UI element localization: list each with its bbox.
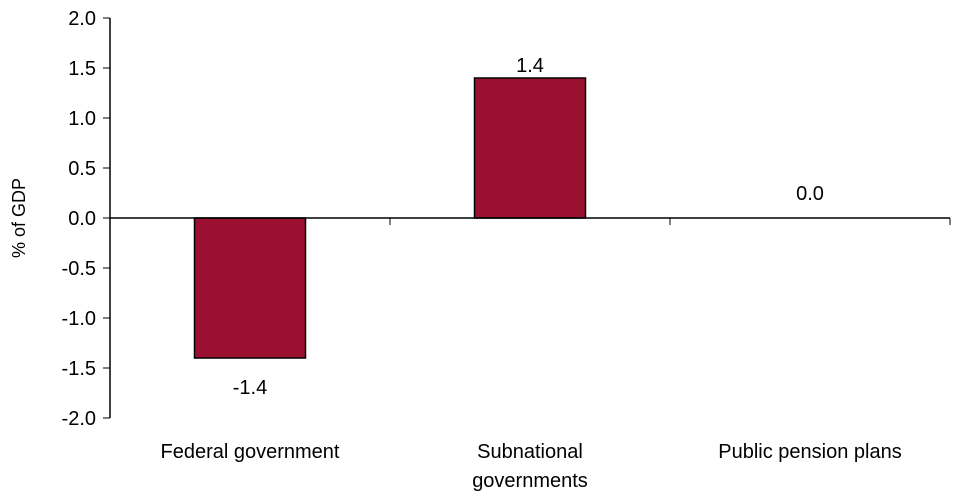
data-label: 1.4 (516, 55, 544, 77)
y-axis-title: % of GDP (9, 178, 29, 258)
y-tick-label: -0.5 (62, 258, 96, 280)
data-label: 0.0 (796, 183, 824, 205)
y-axis-ticks: 2.0 1.5 1.0 0.5 0.0 -0.5 -1.0 -1.5 -2.0 (62, 8, 110, 430)
data-label: -1.4 (233, 377, 267, 399)
x-category-label: Public pension plans (718, 441, 901, 463)
bars (193, 77, 587, 359)
y-tick-label: 1.5 (68, 58, 96, 80)
data-labels: -1.4 1.4 0.0 (233, 55, 824, 399)
bar (473, 77, 587, 219)
axes (109, 18, 951, 418)
y-tick-label: 0.0 (68, 208, 96, 230)
x-category-label: Federal government (161, 441, 340, 463)
y-tick-label: -2.0 (62, 408, 96, 430)
y-tick-label: 0.5 (68, 158, 96, 180)
bar (193, 217, 307, 359)
y-axis-title-group: % of GDP (9, 178, 29, 258)
y-tick-label: -1.5 (62, 358, 96, 380)
y-tick-label: 2.0 (68, 8, 96, 30)
y-tick-label: 1.0 (68, 108, 96, 130)
x-category-label: Subnational governments (472, 441, 588, 492)
x-axis-category-labels: Federal government Subnational governments… (161, 441, 902, 492)
y-tick-label: -1.0 (62, 308, 96, 330)
